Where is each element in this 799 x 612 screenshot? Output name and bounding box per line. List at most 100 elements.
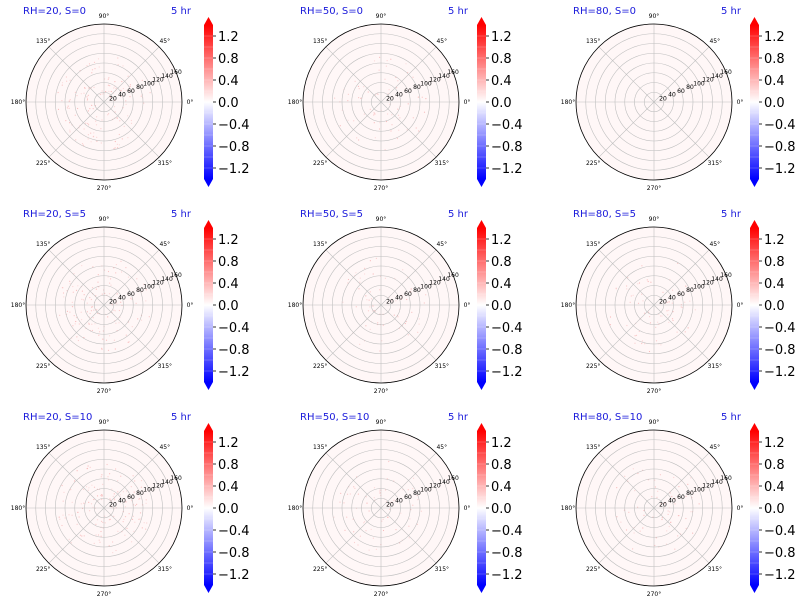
colorbar-tick-label: −0.4	[764, 321, 796, 336]
data-point	[125, 89, 127, 91]
data-point	[86, 98, 89, 100]
data-point	[102, 338, 104, 340]
angle-tick-label: 225°	[586, 160, 600, 167]
data-point	[109, 282, 111, 284]
colorbar-extend-max	[204, 220, 213, 228]
colorbar-tick-label: −0.8	[491, 343, 523, 358]
panel-title: RH=50, S=5	[300, 209, 363, 220]
data-point	[405, 63, 407, 65]
data-point	[139, 512, 142, 514]
data-point	[97, 312, 99, 314]
data-point	[96, 309, 98, 311]
colorbar-extend-min	[750, 179, 759, 187]
data-point	[91, 323, 93, 325]
data-point	[135, 302, 137, 304]
data-point	[92, 108, 94, 110]
data-point	[93, 135, 95, 137]
data-point	[342, 301, 344, 303]
data-point	[347, 119, 349, 121]
data-point	[113, 299, 115, 301]
data-point	[353, 541, 356, 544]
data-point	[676, 331, 678, 333]
radial-tick-label: 160	[170, 475, 182, 482]
data-point	[660, 344, 662, 346]
data-point	[109, 85, 111, 87]
data-point	[92, 136, 94, 138]
colorbar-tick-label: −0.8	[218, 343, 250, 358]
data-point	[690, 477, 692, 479]
data-point	[628, 511, 630, 513]
data-point	[118, 322, 120, 324]
data-point	[118, 133, 120, 136]
data-point	[423, 111, 426, 113]
data-point	[115, 88, 117, 90]
data-point	[81, 319, 83, 321]
data-point	[107, 316, 109, 318]
data-point	[69, 129, 71, 131]
colorbar-tick-label: −0.8	[491, 546, 523, 561]
angular-grid-line	[653, 452, 710, 509]
data-point	[61, 524, 63, 527]
data-point	[123, 125, 125, 127]
colorbar-tick-label: 0.8	[764, 458, 785, 473]
data-point	[80, 93, 82, 95]
panel-time-label: 5 hr	[721, 412, 742, 423]
radial-tick-label: 80	[136, 490, 144, 497]
data-point	[102, 483, 104, 485]
data-point	[96, 136, 98, 138]
data-point	[71, 501, 73, 503]
colorbar-tick-label: −0.8	[764, 343, 796, 358]
polar-axes-border	[25, 429, 183, 587]
angular-grid-line	[598, 304, 655, 361]
colorbar-tick-label: −0.4	[491, 524, 523, 539]
data-point	[91, 69, 94, 71]
radial-tick-label: 140	[438, 73, 450, 80]
data-point	[637, 472, 639, 475]
data-point	[69, 280, 71, 282]
angle-tick-label: 0°	[464, 302, 471, 309]
data-point	[102, 527, 104, 529]
data-point	[609, 316, 612, 318]
data-point	[638, 330, 640, 332]
data-point	[659, 315, 662, 317]
data-point	[396, 87, 398, 89]
data-point	[375, 257, 377, 259]
radial-tick-label: 100	[420, 80, 432, 87]
data-point	[373, 112, 375, 114]
data-point	[67, 105, 69, 107]
data-point	[669, 511, 671, 513]
radial-tick-label: 120	[152, 280, 164, 287]
data-point	[374, 137, 376, 139]
radial-tick-label: 40	[395, 92, 403, 99]
data-point	[373, 60, 376, 62]
data-point	[344, 529, 346, 532]
colorbar-tick-label: 0.4	[491, 480, 512, 495]
data-point	[408, 525, 410, 527]
data-point	[86, 96, 88, 98]
radial-tick-label: 160	[447, 272, 459, 279]
angle-tick-label: 90°	[376, 419, 387, 426]
data-point	[378, 490, 381, 492]
data-point	[96, 116, 98, 118]
panel-title: RH=50, S=0	[300, 6, 363, 17]
radial-tick-label: 20	[109, 501, 117, 508]
data-point	[346, 493, 349, 495]
radial-tick-label: 140	[711, 73, 723, 80]
data-point	[105, 339, 108, 341]
data-point	[407, 334, 409, 336]
data-point	[68, 100, 70, 102]
data-point	[356, 137, 358, 139]
data-point	[96, 140, 98, 142]
data-point	[100, 142, 102, 144]
colorbar-tick-label: 0.0	[491, 502, 512, 517]
data-point	[94, 68, 96, 70]
colorbar-tick-label: −0.8	[491, 140, 523, 155]
data-point	[368, 549, 370, 551]
data-point	[663, 502, 666, 504]
radial-tick-label: 60	[127, 88, 135, 95]
panel-title: RH=80, S=10	[573, 412, 642, 423]
data-point	[137, 318, 139, 320]
angular-grid-line	[103, 101, 160, 158]
data-point	[390, 58, 392, 60]
